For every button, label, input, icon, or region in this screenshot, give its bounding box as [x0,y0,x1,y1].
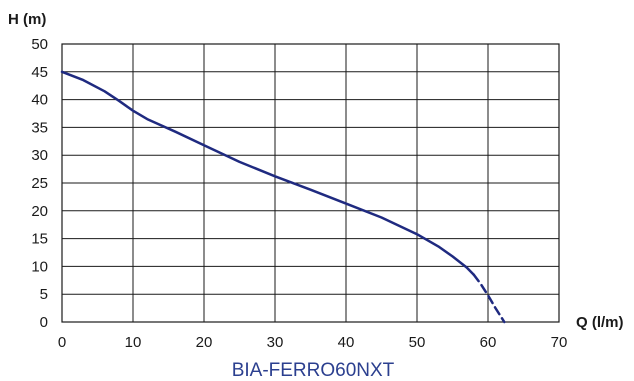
x-tick-label: 20 [196,334,213,351]
y-tick-label: 35 [31,119,48,136]
x-tick-label: 30 [267,334,284,351]
pump-curve-line [60,70,476,276]
y-tick-label: 15 [31,231,48,248]
x-tick-label: 60 [480,334,497,351]
x-tick-labels: 0 10 20 30 40 50 60 70 [58,334,568,351]
y-tick-label: 40 [31,92,48,109]
x-tick-label: 40 [338,334,355,351]
x-tick-label: 0 [58,334,66,351]
x-tick-label: 10 [125,334,142,351]
y-tick-label: 25 [31,175,48,192]
plot-frame [61,43,560,323]
chart-caption: BIA-FERRO60NXT [232,360,395,381]
y-axis-title: H (m) [8,11,46,28]
y-tick-label: 20 [31,203,48,220]
y-tick-label: 50 [31,36,48,53]
y-tick-label: 5 [40,286,48,303]
y-tick-labels: 0 5 10 15 20 25 30 35 40 45 50 [31,36,48,331]
x-tick-label: 70 [551,334,568,351]
y-tick-label: 10 [31,258,48,275]
x-tick-label: 50 [409,334,426,351]
series-lines [60,70,506,324]
x-axis-title: Q (l/m) [576,314,624,331]
y-tick-label: 45 [31,64,48,81]
y-tick-label: 30 [31,147,48,164]
pump-curve-dashed-line [472,273,506,324]
y-tick-label: 0 [40,314,48,331]
grid-lines [61,43,560,323]
